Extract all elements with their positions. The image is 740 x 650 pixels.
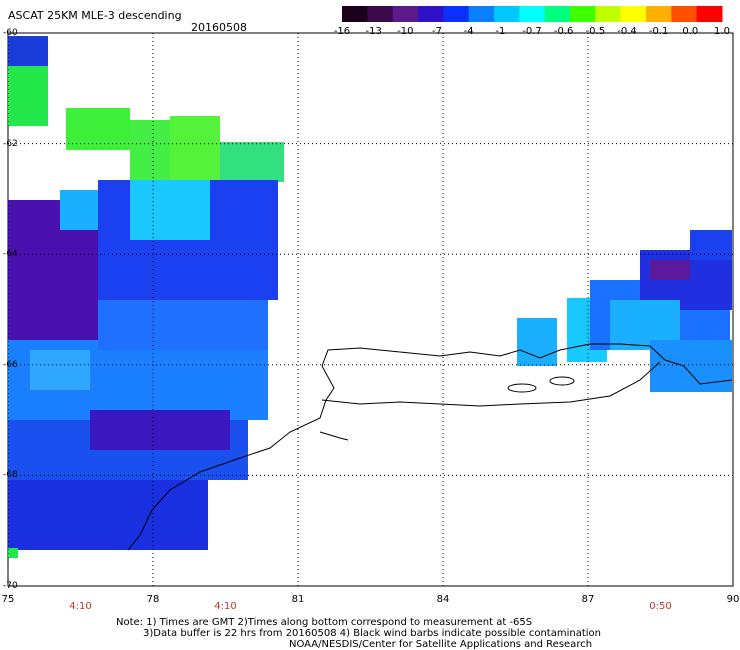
swath-cell [690, 230, 732, 260]
swath-cell [170, 116, 220, 186]
swath-cell [220, 142, 284, 182]
colorbar-segment [392, 6, 419, 22]
colorbar-segment [595, 6, 622, 22]
colorbar-label: -7 [432, 26, 442, 37]
colorbar-segment [443, 6, 470, 22]
coastline-path [319, 431, 349, 441]
colorbar-label: -16 [333, 26, 351, 37]
colorbar [342, 6, 723, 22]
swath-cell [98, 300, 268, 350]
swath-cell [130, 180, 210, 240]
time-label: 4:10 [69, 601, 92, 612]
colorbar-segment [367, 6, 394, 22]
time-label: 0:50 [649, 601, 672, 612]
longitude-label: 84 [436, 594, 450, 605]
colorbar-segment [544, 6, 571, 22]
note-line-2: 3)Data buffer is 22 hrs from 20160508 4)… [143, 628, 601, 639]
colorbar-label: -13 [365, 26, 382, 37]
swath-cell [650, 340, 732, 392]
note-line-3: NOAA/NESDIS/Center for Satellite Applica… [289, 639, 593, 650]
colorbar-label: 0.0 [682, 26, 699, 37]
latitude-label: -60 [3, 28, 18, 38]
time-label: 4:10 [214, 601, 237, 612]
colorbar-label: -0.6 [553, 26, 574, 37]
swath-cell [30, 350, 90, 390]
colorbar-segment [646, 6, 672, 22]
longitude-label: 78 [146, 594, 160, 605]
note-line-1: Note: 1) Times are GMT 2)Times along bot… [116, 617, 533, 628]
swath-cell [90, 410, 230, 450]
swath-cell [517, 318, 557, 366]
colorbar-label: -0.7 [522, 26, 542, 37]
coastline-path [127, 343, 733, 551]
map-title: ASCAT 25KM MLE-3 descending [8, 9, 182, 22]
island [549, 376, 575, 386]
colorbar-label: -1 [495, 26, 506, 37]
colorbar-segment [620, 6, 647, 22]
colorbar-label: -0.4 [617, 26, 637, 37]
swath-cell [650, 260, 690, 280]
lat-lon-grid [7, 32, 734, 587]
colorbar-segment [671, 6, 698, 22]
swath-cell [66, 108, 130, 150]
colorbar-label: 1.0 [714, 26, 730, 37]
colorbar-segment [519, 6, 546, 22]
swath-cell [8, 66, 48, 126]
latitude-label: -68 [3, 470, 18, 481]
colorbar-segment [494, 6, 520, 22]
colorbar-label: -4 [463, 26, 474, 37]
map-date: 20160508 [191, 21, 247, 34]
swath-cell [130, 120, 170, 180]
longitude-label: 87 [581, 594, 595, 605]
wind-swaths [8, 36, 732, 558]
longitude-label: 75 [1, 594, 15, 605]
latitude-label: -66 [3, 359, 18, 370]
latitude-label: -62 [3, 138, 18, 149]
colorbar-segment [570, 6, 596, 22]
colorbar-segment [468, 6, 495, 22]
swath-cell [8, 480, 208, 550]
island [507, 383, 537, 393]
colorbar-label: -0.1 [648, 26, 669, 37]
colorbar-segment [342, 6, 368, 22]
coastline-path [321, 361, 661, 407]
latitude-label: -70 [3, 581, 18, 591]
longitude-label: 81 [291, 594, 305, 605]
swath-cell [8, 548, 18, 558]
colorbar-segment [418, 6, 444, 22]
longitude-label: 90 [726, 594, 740, 605]
coastline [127, 343, 733, 551]
colorbar-label: -10 [397, 26, 414, 37]
swath-cell [8, 36, 48, 66]
colorbar-segment [696, 6, 723, 22]
latitude-label: -64 [3, 249, 18, 260]
colorbar-label: -0.5 [585, 26, 606, 37]
